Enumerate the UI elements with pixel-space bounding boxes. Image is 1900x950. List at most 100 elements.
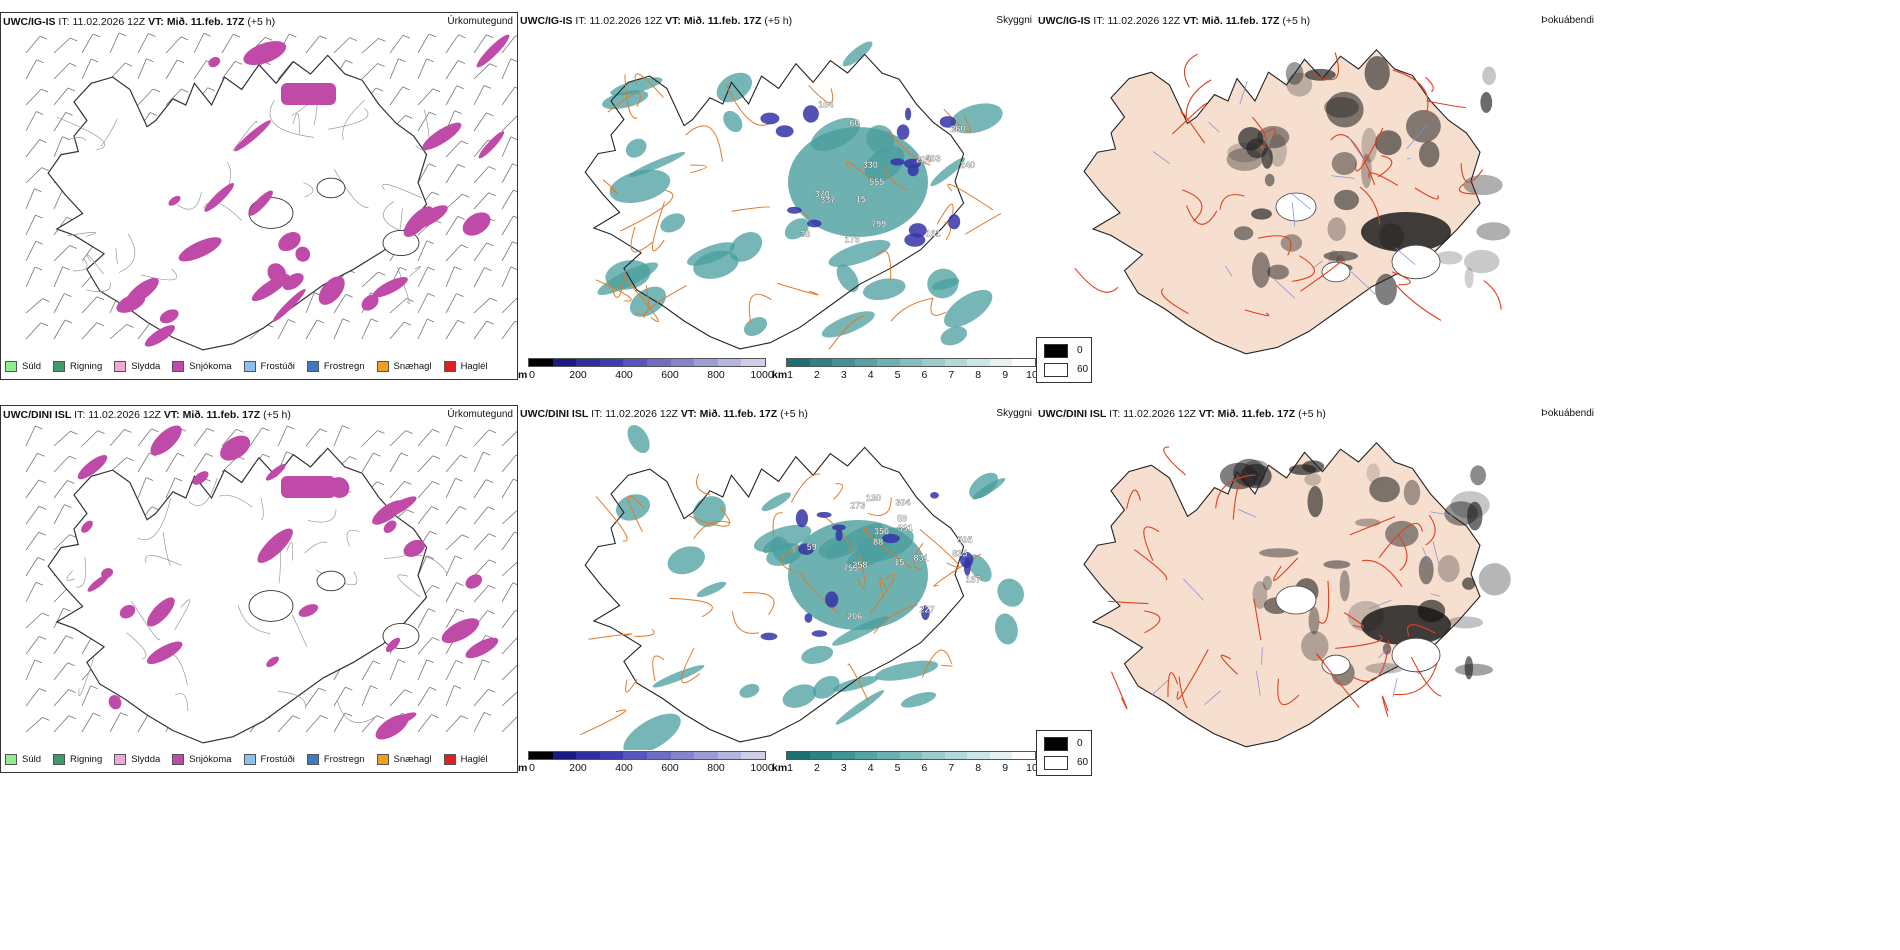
cloud-map: 224 161 503 555 799 60 330 370 15 240 337 164 178 260…	[584, 41, 1003, 350]
panel-title: Úrkomutegund	[447, 16, 513, 27]
river-network	[1152, 81, 1428, 299]
cbar-visibility: km 1 2 3 4 5 6 7 8 9 10	[772, 751, 1038, 781]
legend-item: Slydda	[114, 360, 160, 372]
colorbar-tick: 600	[661, 762, 679, 774]
glacier-outline	[316, 177, 346, 199]
legend-swatch	[443, 753, 456, 765]
cloud-base-label: 88	[873, 537, 883, 547]
colorbar-tick: 2	[813, 369, 820, 381]
legend-swatch	[243, 360, 256, 372]
legend-item: Rigning	[53, 360, 102, 372]
panel-title: Skyggni	[996, 408, 1032, 419]
cloud-base-label: 15	[856, 195, 866, 205]
colorbar-tick: 1	[787, 762, 793, 774]
colorbar	[786, 358, 1036, 367]
legend-swatch	[172, 753, 185, 765]
colorbar-tick: 200	[569, 369, 587, 381]
fog-index-field	[1226, 56, 1511, 306]
legend-label: Slydda	[131, 753, 161, 765]
road-network	[1074, 52, 1502, 321]
colorbar	[528, 751, 766, 760]
colorbar-tick: 2	[813, 762, 820, 774]
precip-legend: Súld Rigning Slydda Snjókoma Frostúði Frostre…	[5, 750, 488, 768]
river-network	[1151, 509, 1453, 705]
cbar-height: m 0 200 400 600 800 1000	[518, 358, 774, 388]
iceland-coastline	[584, 446, 965, 743]
cloud-base-label: 337	[820, 195, 835, 205]
colorbar-tick: 7	[948, 369, 955, 381]
precip-map	[25, 425, 517, 744]
iceland-coastline	[47, 447, 428, 744]
cloud-base-label: 505	[958, 535, 973, 545]
legend-item: Súld	[5, 753, 41, 765]
legend-label: Frostúði	[260, 753, 295, 765]
colorbar-tick: 400	[615, 369, 633, 381]
cloud-base-label: 831	[914, 553, 929, 563]
legend-item: Haglél	[443, 753, 488, 765]
legend-swatch	[114, 360, 127, 372]
legend-item: Frostúði	[243, 753, 295, 765]
colorbar-tick: 1	[787, 369, 793, 381]
colorbar-tick: 4	[867, 369, 874, 381]
fog-panel-row1: UWC/IG-IS IT: 11.02.2026 12Z VT: Mið. 11…	[1036, 12, 1594, 383]
colorbar-tick: 800	[707, 369, 725, 381]
colorbar-tick: 6	[921, 369, 928, 381]
cloud-base-label: 350	[874, 527, 889, 537]
cloud-panel-row1: UWC/IG-IS IT: 11.02.2026 12Z VT: Mið. 11…	[518, 12, 1038, 381]
legend-item: Rigning	[53, 753, 102, 765]
colorbar-unit: m	[518, 369, 528, 381]
legend-swatch	[306, 753, 319, 765]
cloud-base-field	[760, 492, 974, 641]
glacier-outline	[1275, 192, 1317, 222]
fog-legend: 0 60	[1036, 337, 1092, 383]
cloud-base-label: 164	[818, 99, 833, 109]
cloud-base-label: 835	[952, 549, 967, 559]
colorbar-tick: 8	[975, 762, 982, 774]
colorbar-tick: 1000	[750, 369, 774, 381]
cloud-base-label: 187	[966, 575, 981, 585]
cloud-base-label: 799	[871, 219, 886, 229]
legend-label: Snjókoma	[189, 753, 232, 765]
legend-label: Snæhagl	[393, 360, 432, 372]
legend-item: Snæhagl	[376, 360, 432, 372]
cbar-visibility: km 1 2 3 4 5 6 7 8 9 10	[772, 358, 1038, 388]
colorbar-tick: 8	[975, 369, 982, 381]
precip-panel-row2: UWC/DINI ISL IT: 11.02.2026 12Z VT: Mið.…	[0, 405, 518, 773]
legend-label: Súld	[22, 360, 42, 372]
colorbar	[786, 751, 1036, 760]
panel-header: UWC/DINI ISL IT: 11.02.2026 12Z VT: Mið.…	[3, 409, 291, 421]
cloud-base-label: 59	[807, 542, 817, 552]
panel-header: UWC/IG-IS IT: 11.02.2026 12Z VT: Mið. 11…	[1038, 15, 1311, 27]
legend-item: Frostúði	[243, 360, 295, 372]
cloud-base-label: 260	[950, 124, 965, 134]
cloud-base-label: 258	[852, 560, 867, 570]
cloud-base-label: 15	[894, 557, 904, 567]
colorbar-tick: 600	[661, 369, 679, 381]
cloud-base-label: 227	[920, 604, 935, 614]
panel-title: Úrkomutegund	[447, 409, 513, 420]
cloud-base-label: 759	[843, 563, 858, 573]
legend-label: Snæhagl	[393, 753, 432, 765]
cloud-base-label: 60	[849, 118, 859, 128]
cloud-base-label: 130	[866, 493, 881, 503]
cloud-panel-row2: UWC/DINI ISL IT: 11.02.2026 12Z VT: Mið.…	[518, 405, 1038, 774]
colorbar-tick: 200	[569, 762, 587, 774]
precip-panel-row1: UWC/IG-IS IT: 11.02.2026 12Z VT: Mið. 11…	[0, 12, 518, 380]
visibility-field	[615, 424, 1024, 750]
fog-map	[1083, 441, 1511, 748]
colorbar-tick: 10	[1026, 762, 1038, 774]
cloud-base-label: 161	[926, 229, 941, 239]
legend-item: Frostregn	[306, 753, 365, 765]
cloud-base-label: 240	[960, 160, 975, 170]
cloud-base-label: 304	[896, 497, 911, 507]
legend-item: Frostregn	[306, 360, 365, 372]
road-network	[580, 473, 982, 736]
glacier-outline	[1391, 637, 1441, 673]
legend-label: Haglél	[460, 360, 488, 372]
colorbar-tick: 9	[1002, 369, 1009, 381]
colorbar-tick: 4	[867, 762, 874, 774]
legend-swatch	[114, 753, 127, 765]
glacier-outline	[382, 229, 420, 257]
cloud-base-label: 370	[815, 189, 830, 199]
legend-item: Slydda	[114, 753, 161, 765]
